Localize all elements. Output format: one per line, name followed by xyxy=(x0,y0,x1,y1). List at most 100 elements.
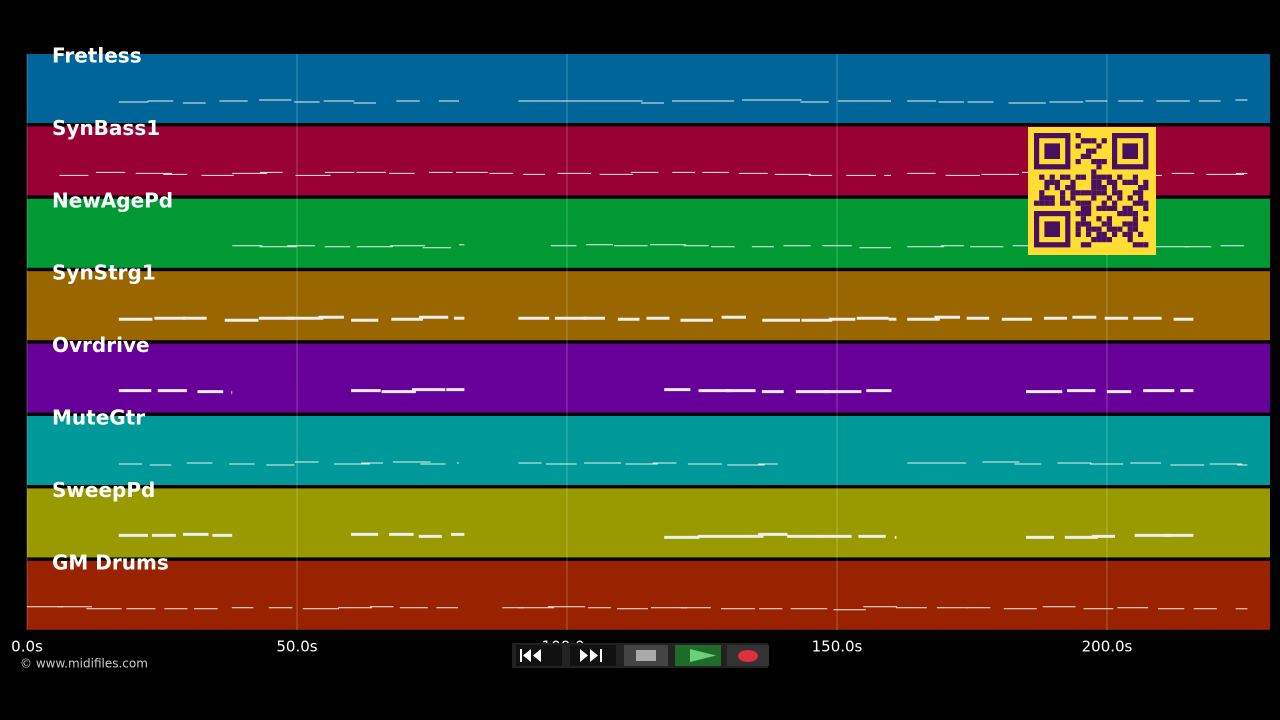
qr-module xyxy=(1049,174,1055,180)
qr-module xyxy=(1044,200,1050,206)
qr-module xyxy=(1101,221,1107,227)
qr-module xyxy=(1112,179,1118,185)
qr-module xyxy=(1122,231,1128,237)
qr-module xyxy=(1117,226,1123,232)
track-lane xyxy=(27,416,1270,485)
qr-module xyxy=(1060,195,1066,201)
qr-module xyxy=(1054,179,1060,185)
record-button[interactable] xyxy=(727,645,769,666)
qr-module xyxy=(1138,195,1144,201)
qr-module xyxy=(1096,237,1102,243)
track-lane xyxy=(27,54,1270,123)
qr-module xyxy=(1127,221,1133,227)
qr-module xyxy=(1132,211,1138,217)
qr-module xyxy=(1112,205,1118,211)
qr-module xyxy=(1138,190,1144,196)
qr-module xyxy=(1117,211,1123,217)
qr-module xyxy=(1091,169,1097,175)
qr-module xyxy=(1112,190,1118,196)
qr-module xyxy=(1117,195,1123,201)
track-lane xyxy=(27,343,1270,413)
qr-module xyxy=(1086,200,1092,206)
qr-module xyxy=(1132,216,1138,222)
qr-module xyxy=(1086,226,1092,232)
qr-module xyxy=(1122,205,1128,211)
qr-module xyxy=(1080,153,1086,159)
qr-module xyxy=(1138,242,1144,248)
qr-module xyxy=(1106,195,1112,201)
qr-module xyxy=(1075,211,1081,217)
qr-module xyxy=(1091,195,1097,201)
qr-module xyxy=(1101,138,1107,144)
qr-module xyxy=(1075,200,1081,206)
qr-module xyxy=(1112,200,1118,206)
qr-module xyxy=(1096,216,1102,222)
qr-module xyxy=(1075,133,1081,139)
play-button[interactable] xyxy=(675,645,721,666)
qr-module xyxy=(1070,179,1076,185)
qr-module xyxy=(1086,138,1092,144)
stop-button[interactable] xyxy=(624,645,668,666)
track-name: SweepPd xyxy=(52,478,155,502)
qr-module xyxy=(1127,205,1133,211)
qr-module xyxy=(1075,159,1081,165)
track-name: MuteGtr xyxy=(52,406,145,430)
qr-module xyxy=(1096,205,1102,211)
qr-module xyxy=(1075,174,1081,180)
track-name: NewAgePd xyxy=(52,188,173,212)
qr-module xyxy=(1086,148,1092,154)
qr-module xyxy=(1080,211,1086,217)
qr-module xyxy=(1122,211,1128,217)
qr-module xyxy=(1065,185,1071,191)
qr-module xyxy=(1091,159,1097,165)
qr-module xyxy=(1080,200,1086,206)
qr-module xyxy=(1132,179,1138,185)
qr-module xyxy=(1044,195,1050,201)
rewind-button[interactable] xyxy=(516,645,562,666)
qr-module xyxy=(1039,174,1045,180)
qr-module xyxy=(1080,138,1086,144)
qr-module xyxy=(1101,190,1107,196)
qr-module xyxy=(1039,200,1045,206)
qr-module xyxy=(1075,231,1081,237)
credit: © www.midifiles.com xyxy=(20,657,148,671)
qr-module xyxy=(1091,179,1097,185)
qr-module xyxy=(1096,143,1102,149)
qr-module xyxy=(1122,179,1128,185)
qr-module xyxy=(1101,185,1107,191)
track-name: GM Drums xyxy=(52,550,169,574)
qr-module xyxy=(1086,153,1092,159)
qr-module xyxy=(1086,205,1092,211)
forward-button[interactable] xyxy=(570,645,616,666)
track-name: SynBass1 xyxy=(52,116,160,140)
qr-module xyxy=(1054,185,1060,191)
qr-module xyxy=(1060,190,1066,196)
qr-module xyxy=(1143,216,1149,222)
track-lane xyxy=(27,560,1270,630)
qr-module xyxy=(1096,164,1102,170)
qr-module xyxy=(1086,231,1092,237)
qr-module xyxy=(1070,190,1076,196)
qr-module xyxy=(1080,190,1086,196)
qr-module xyxy=(1117,190,1123,196)
qr-module xyxy=(1132,226,1138,232)
grid xyxy=(26,54,1108,630)
transport-controls xyxy=(512,643,769,668)
qr-module xyxy=(1075,190,1081,196)
qr-module xyxy=(1138,200,1144,206)
qr-module xyxy=(1091,185,1097,191)
qr-module xyxy=(1080,205,1086,211)
qr-module xyxy=(1086,211,1092,217)
qr-module xyxy=(1096,190,1102,196)
qr-module xyxy=(1112,226,1118,232)
track-name: SynStrg1 xyxy=(52,261,156,285)
qr-module xyxy=(1049,195,1055,201)
qr-module xyxy=(1096,174,1102,180)
qr-module xyxy=(1127,179,1133,185)
qr-module xyxy=(1138,185,1144,191)
qr-module xyxy=(1101,205,1107,211)
qr-module xyxy=(1039,190,1045,196)
qr-module xyxy=(1112,231,1118,237)
qr-module xyxy=(1070,185,1076,191)
qr-module xyxy=(1070,195,1076,201)
